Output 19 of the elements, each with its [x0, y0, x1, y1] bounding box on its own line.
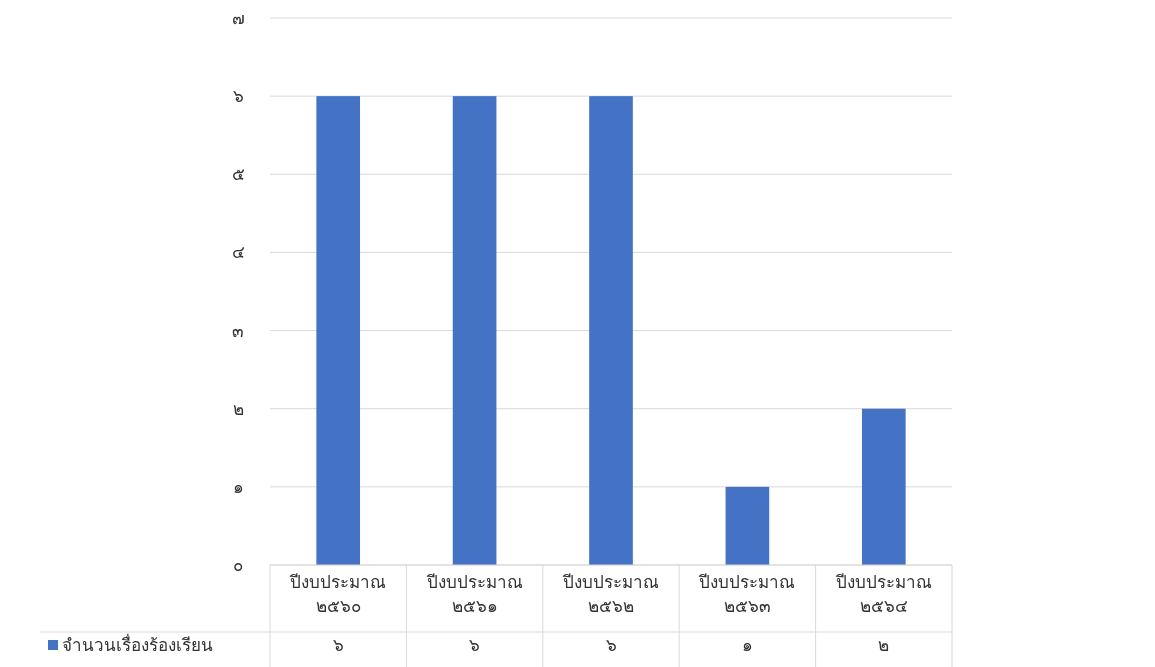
x-tick-label: ปีงบประมาณ ๒๕๖๓ — [698, 572, 796, 616]
y-tick-label: ๒ — [232, 398, 244, 419]
y-tick-label: ๕ — [231, 164, 245, 185]
data-label: ๖ — [332, 635, 344, 655]
data-label: ๑ — [741, 635, 753, 655]
y-tick-label: ๔ — [231, 242, 245, 263]
data-label: ๒ — [878, 635, 890, 655]
data-label: ๖ — [469, 635, 481, 655]
data-label: ๖ — [605, 635, 617, 655]
y-tick-label: ๗ — [231, 8, 245, 28]
x-tick-label: ปีงบประมาณ ๒๕๖๒ — [562, 572, 659, 616]
x-tick-label: ปีงบประมาณ ๒๕๖๐ — [289, 572, 387, 616]
x-tick-label: ปีงบประมาณ ๒๕๖๔ — [834, 572, 932, 616]
x-tick-label: ปีงบประมาณ ๒๕๖๑ — [425, 572, 523, 616]
y-tick-label: ๓ — [232, 320, 244, 341]
y-tick-label: ๖ — [232, 86, 244, 107]
legend-label: จำนวนเรื่องร้องเรียน — [62, 633, 213, 655]
y-tick-label: ๐ — [233, 555, 243, 575]
y-tick-label: ๑ — [232, 476, 244, 497]
